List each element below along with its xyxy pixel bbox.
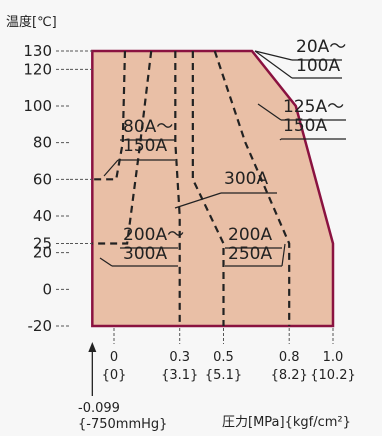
- series-annotation: 100A: [296, 56, 340, 76]
- series-line: [191, 51, 225, 326]
- series-line: [174, 51, 181, 326]
- x-tick-label: 0.5: [213, 350, 234, 365]
- plot-area: [70, 49, 335, 328]
- x-tick-label: 0.3: [169, 350, 190, 365]
- y-tick-label: 100: [23, 97, 52, 115]
- series-annotation: 200A～: [123, 225, 184, 245]
- annotation-leader: [174, 192, 222, 209]
- vacuum-label: -0.099: [78, 401, 120, 416]
- y-tick-label: 80: [33, 134, 52, 152]
- y-axis-label: 温度[℃]: [6, 14, 57, 30]
- x-tick-label: 1.0: [323, 350, 344, 365]
- annotation-leader: [279, 138, 282, 141]
- series-line: [213, 50, 291, 326]
- annotations: 20A～100A125A～150A80A～150A300A200A～300A20…: [99, 37, 346, 267]
- annotation-leader: [281, 243, 286, 267]
- series-annotation: 125A～: [283, 97, 344, 117]
- series-annotation: 200A: [228, 225, 272, 245]
- x-tick-sublabel: {10.2}: [310, 368, 356, 383]
- y-tick-label: 25: [33, 235, 52, 253]
- series-annotation: 150A: [123, 136, 167, 156]
- series-annotation: 150A: [283, 116, 327, 136]
- y-tick-label: 120: [23, 60, 52, 78]
- y-tick-label: 40: [33, 207, 52, 225]
- annotation-leader: [103, 159, 119, 177]
- annotation-leader: [254, 50, 293, 79]
- y-tick-label: 20: [33, 244, 52, 262]
- annotation-leader: [254, 50, 293, 61]
- x-axis-ticks: 0 {0} 0.3 {3.1} 0.5 {5.1} 0.8 {8.2} 1.0 {10.2}: [102, 328, 356, 383]
- x-tick-sublabel: {3.1}: [161, 368, 198, 383]
- x-tick-label: 0: [110, 350, 118, 365]
- series-annotation: 20A～: [296, 37, 346, 57]
- vacuum-marker: -0.099{-750mmHg}: [78, 342, 167, 432]
- y-tick-label: -20: [28, 317, 53, 335]
- y-tick-label: 60: [33, 170, 52, 188]
- x-tick-sublabel: {8.2}: [271, 368, 308, 383]
- series-annotation: 80A～: [123, 117, 173, 137]
- x-tick-sublabel: {0}: [102, 368, 127, 383]
- vacuum-arrow-head: [88, 342, 97, 352]
- x-tick-sublabel: {5.1}: [205, 368, 242, 383]
- series-annotation: 300A: [123, 244, 167, 264]
- series-line: [92, 50, 127, 181]
- vacuum-sublabel: {-750mmHg}: [78, 417, 167, 432]
- y-tick-label: 0: [42, 280, 52, 298]
- annotation-leader: [99, 257, 113, 267]
- series-annotation: 300A: [224, 169, 268, 189]
- operating-envelope: [91, 49, 335, 328]
- annotation-leader: [257, 103, 282, 121]
- y-tick-label: 130: [23, 42, 52, 60]
- x-axis-label: 圧力[MPa]{kgf/cm²}: [222, 415, 351, 430]
- series-annotation: 250A: [228, 244, 272, 264]
- x-tick-label: 0.8: [279, 350, 300, 365]
